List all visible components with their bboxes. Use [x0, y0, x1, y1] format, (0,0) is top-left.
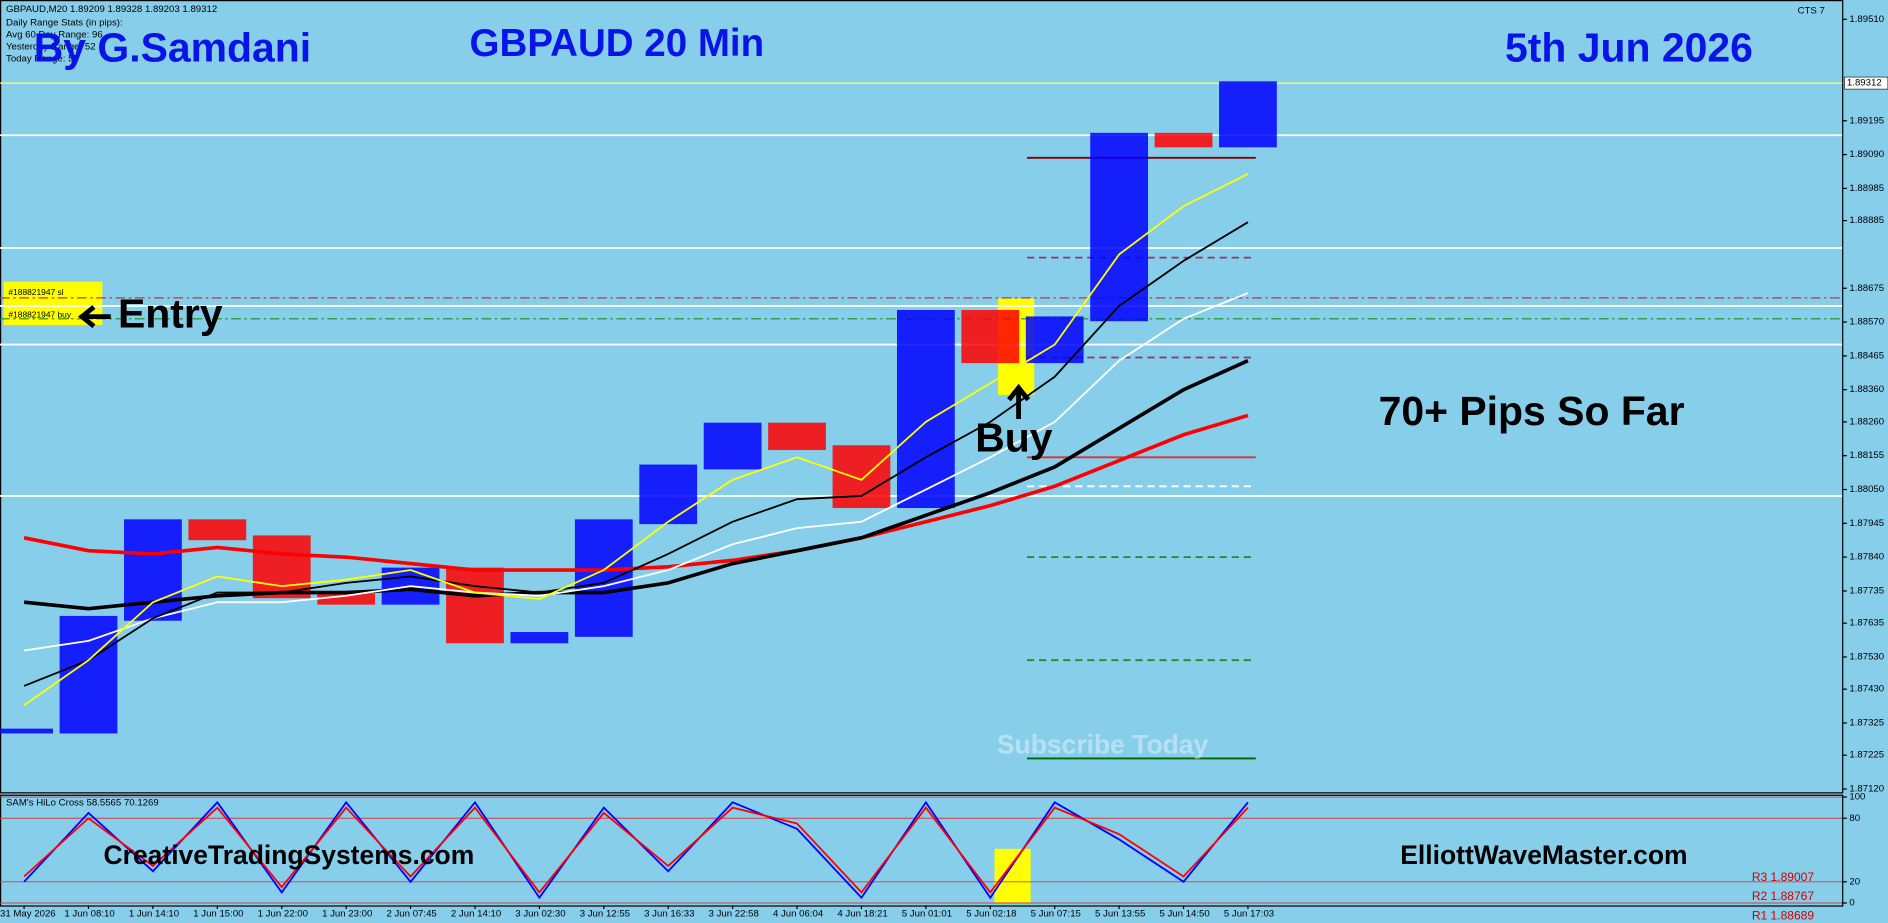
- price-bar: [768, 422, 826, 451]
- y-tick-label: 1.88675: [1849, 283, 1884, 294]
- subscribe: Subscribe Today: [997, 729, 1209, 759]
- pivot: R2 1.88767: [1752, 889, 1815, 903]
- y-tick-label: 1.87120: [1849, 784, 1884, 795]
- osc-highlight: [994, 848, 1031, 903]
- pips-note: 70+ Pips So Far: [1379, 388, 1685, 434]
- price-bar: [574, 519, 633, 637]
- y-tick-label: 1.87530: [1849, 652, 1884, 663]
- buy-label: Buy: [975, 414, 1053, 460]
- series-line: [23, 359, 1249, 611]
- price-bar: [1154, 132, 1213, 148]
- y-tick-label: 1.88985: [1849, 183, 1884, 194]
- y-tick-label: 1.88885: [1849, 215, 1884, 226]
- x-tick-label: 1 Jun 08:10: [64, 908, 114, 919]
- x-tick-label: 5 Jun 01:01: [902, 908, 952, 919]
- y-tick-label: 1.87945: [1849, 518, 1884, 529]
- price-bar: [639, 464, 698, 525]
- stats: Daily Range Stats (in pips):: [6, 17, 123, 28]
- osc-tick-label: 20: [1849, 876, 1860, 887]
- osc-title: SAM's HiLo Cross 58.5565 70.1269: [6, 798, 159, 809]
- y-tick-label: 1.87840: [1849, 552, 1884, 563]
- price-bar: [446, 567, 504, 644]
- x-tick-label: 3 Jun 02:30: [515, 908, 565, 919]
- price-bar: [510, 632, 569, 644]
- y-tick-label: 1.88155: [1849, 450, 1884, 461]
- price-bar: [317, 593, 376, 605]
- osc-tick-label: 100: [1849, 792, 1865, 803]
- price-bar: [0, 728, 53, 734]
- order-sl: #188821947 sl: [8, 287, 63, 297]
- x-tick-label: 1 Jun 15:00: [193, 908, 243, 919]
- y-tick-label: 1.87430: [1849, 684, 1884, 695]
- x-tick-label: 5 Jun 13:55: [1095, 908, 1145, 919]
- price-bar: [1090, 132, 1149, 322]
- order-buy: #188821947 buy: [8, 310, 71, 320]
- pair-title: GBPAUD 20 Min: [470, 22, 765, 65]
- x-tick-label: 5 Jun 14:50: [1159, 908, 1209, 919]
- price-bar: [252, 535, 311, 599]
- date: 5th Jun 2026: [1505, 24, 1753, 70]
- x-tick-label: 5 Jun 17:03: [1224, 908, 1274, 919]
- x-tick-label: 2 Jun 14:10: [451, 908, 501, 919]
- price-bar: [188, 519, 247, 541]
- price-bar: [896, 309, 955, 509]
- symbol: GBPAUD,M20 1.89209 1.89328 1.89203 1.893…: [6, 4, 217, 15]
- site-left: CreativeTradingSystems.com: [104, 840, 475, 870]
- x-tick-label: 1 Jun 23:00: [322, 908, 372, 919]
- entry-label: Entry: [118, 290, 223, 336]
- series-line: [23, 292, 1249, 652]
- current-price-label: 1.89312: [1847, 78, 1882, 89]
- series-line: [23, 221, 1249, 687]
- x-tick-label: 2 Jun 07:45: [386, 908, 436, 919]
- x-tick-label: 3 Jun 16:33: [644, 908, 694, 919]
- x-tick-label: 3 Jun 22:58: [709, 908, 759, 919]
- x-tick-label: 4 Jun 18:21: [837, 908, 887, 919]
- x-tick-label: 1 Jun 22:00: [258, 908, 308, 919]
- stats: Today Range: 55: [6, 54, 79, 65]
- entry-arrow: [78, 305, 111, 329]
- version: CTS 7: [1798, 5, 1825, 16]
- y-tick-label: 1.89090: [1849, 149, 1884, 160]
- price-bar: [832, 445, 891, 509]
- pivot: R3 1.89007: [1752, 870, 1815, 884]
- marks: [0, 81, 1843, 904]
- series-line: [23, 173, 1249, 707]
- osc-tick-label: 80: [1849, 813, 1860, 824]
- x-tick-label: 1 Jun 14:10: [129, 908, 179, 919]
- x-tick-label: 3 Jun 12:55: [580, 908, 630, 919]
- series-line: [23, 806, 1249, 894]
- y-tick-label: 1.87635: [1849, 618, 1884, 629]
- y-tick-label: 1.89510: [1849, 14, 1884, 25]
- x-tick-label: 31 May 2026: [0, 908, 56, 919]
- x-tick-label: 5 Jun 02:18: [966, 908, 1016, 919]
- site-right: ElliottWaveMaster.com: [1400, 840, 1687, 870]
- stats: Yesterday Range: 52: [6, 42, 96, 53]
- y-tick-label: 1.88465: [1849, 350, 1884, 361]
- y-tick-label: 1.88050: [1849, 484, 1884, 495]
- y-tick-label: 1.87735: [1849, 586, 1884, 597]
- stats: Avg 60 Day Range: 96: [6, 29, 103, 40]
- y-tick-label: 1.88570: [1849, 317, 1884, 328]
- pivot: R1 1.88689: [1752, 908, 1815, 922]
- y-tick-label: 1.88260: [1849, 416, 1884, 427]
- author: By G.Samdani: [34, 24, 311, 70]
- price-bar: [961, 309, 1020, 364]
- buy-arrow: [1007, 383, 1031, 419]
- x-tick-label: 5 Jun 07:15: [1031, 908, 1081, 919]
- y-tick-label: 1.87325: [1849, 718, 1884, 729]
- price-bar: [703, 422, 762, 470]
- price-bar: [1219, 81, 1277, 148]
- x-tick-label: 4 Jun 06:04: [773, 908, 824, 919]
- y-tick-label: 1.88360: [1849, 384, 1884, 395]
- y-tick-label: 1.89195: [1849, 115, 1884, 126]
- y-tick-label: 1.87225: [1849, 750, 1884, 761]
- osc-tick-label: 0: [1849, 898, 1854, 909]
